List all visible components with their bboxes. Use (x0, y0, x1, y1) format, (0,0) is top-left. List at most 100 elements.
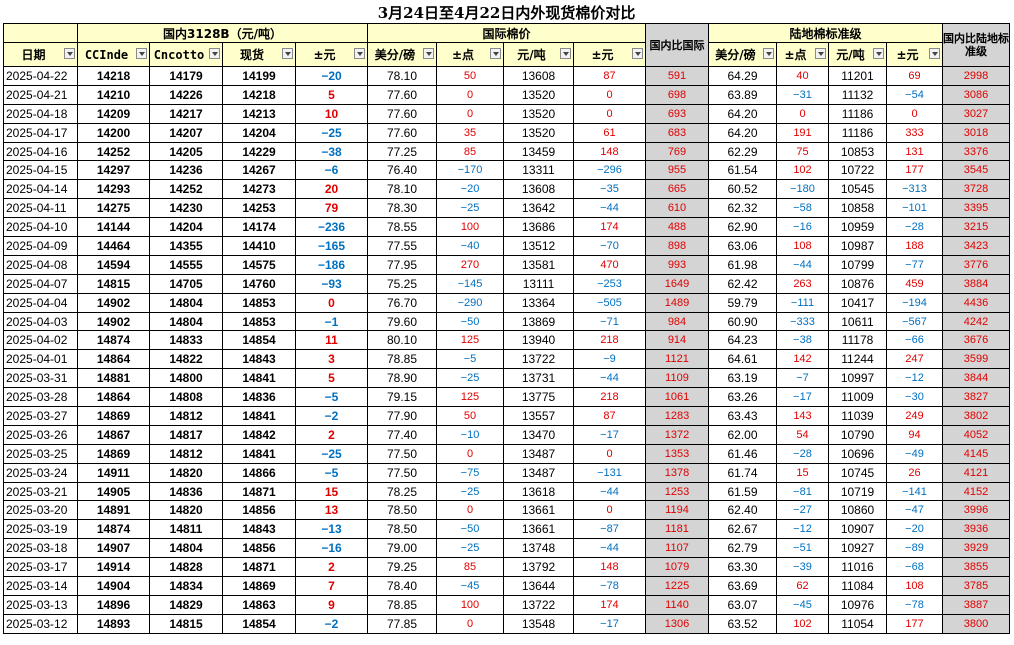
cell-land-chg[interactable]: −141 (886, 481, 943, 502)
cell-cncotton[interactable]: 14355 (149, 236, 223, 256)
cell-land-pts[interactable]: −51 (776, 538, 829, 559)
cell-diff-land[interactable]: 3887 (941, 594, 1011, 615)
cell-ccindex[interactable]: 14815 (77, 273, 150, 294)
cell-spot[interactable]: 14871 (222, 557, 296, 578)
cell-chg-dom[interactable]: 5 (295, 368, 368, 389)
cell-land-pts[interactable]: 75 (776, 141, 829, 162)
cell-land-cny[interactable]: 10853 (828, 141, 887, 162)
cell-chg-dom[interactable]: 20 (295, 179, 368, 200)
cell-usd-lb[interactable]: 78.25 (367, 481, 437, 502)
cell-pts[interactable]: −50 (436, 519, 504, 540)
cell-land-usd[interactable]: 61.98 (708, 254, 777, 275)
cell-pts[interactable]: −25 (436, 368, 504, 389)
cell-spot[interactable]: 14204 (222, 122, 296, 143)
cell-date[interactable]: 2025-03-17 (3, 557, 78, 578)
cell-chg-dom[interactable]: −186 (295, 254, 368, 275)
cell-land-cny[interactable]: 10927 (828, 538, 887, 559)
cell-chg-dom[interactable]: −165 (295, 236, 368, 256)
cell-land-cny[interactable]: 10860 (828, 500, 887, 521)
filter-dropdown-icon[interactable] (929, 48, 940, 59)
cell-spot[interactable]: 14575 (222, 254, 296, 275)
header-date[interactable]: 日期 (3, 42, 78, 67)
cell-land-chg[interactable]: −194 (886, 292, 943, 313)
cell-land-usd[interactable]: 62.00 (708, 424, 777, 445)
cell-land-cny[interactable]: 11009 (828, 387, 887, 408)
cell-chg-dom[interactable]: −1 (295, 311, 368, 332)
cell-chg-intl[interactable]: 470 (573, 254, 646, 275)
cell-land-cny[interactable]: 11186 (828, 103, 887, 124)
cell-land-chg[interactable]: −28 (886, 217, 943, 238)
cell-diff-intl[interactable]: 1489 (645, 292, 709, 313)
cell-land-chg[interactable]: 94 (886, 424, 943, 445)
cell-spot[interactable]: 14843 (222, 349, 296, 370)
cell-land-chg[interactable]: −66 (886, 330, 943, 351)
cell-land-usd[interactable]: 63.43 (708, 406, 777, 426)
cell-spot[interactable]: 14854 (222, 330, 296, 351)
cell-land-chg[interactable]: −89 (886, 538, 943, 559)
cell-diff-land[interactable]: 3929 (941, 538, 1011, 559)
cell-diff-intl[interactable]: 1140 (645, 594, 709, 615)
cell-chg-dom[interactable]: 79 (295, 198, 368, 219)
cell-date[interactable]: 2025-04-04 (3, 292, 78, 313)
cell-cny-t[interactable]: 13661 (503, 519, 574, 540)
cell-cny-t[interactable]: 13608 (503, 66, 574, 86)
cell-cny-t[interactable]: 13661 (503, 500, 574, 521)
cell-diff-land[interactable]: 3423 (941, 236, 1011, 256)
filter-dropdown-icon[interactable] (282, 48, 293, 59)
cell-chg-intl[interactable]: 0 (573, 103, 646, 124)
cell-spot[interactable]: 14267 (222, 160, 296, 181)
cell-ccindex[interactable]: 14210 (77, 84, 150, 105)
cell-cny-t[interactable]: 13520 (503, 122, 574, 143)
cell-spot[interactable]: 14863 (222, 594, 296, 615)
cell-land-cny[interactable]: 10997 (828, 368, 887, 389)
cell-land-cny[interactable]: 11201 (828, 66, 887, 86)
cell-cncotton[interactable]: 14204 (149, 217, 223, 238)
cell-date[interactable]: 2025-04-21 (3, 84, 78, 105)
cell-land-chg[interactable]: −20 (886, 519, 943, 540)
cell-chg-intl[interactable]: 87 (573, 406, 646, 426)
cell-spot[interactable]: 14853 (222, 292, 296, 313)
cell-land-pts[interactable]: −45 (776, 594, 829, 615)
cell-diff-intl[interactable]: 1253 (645, 481, 709, 502)
filter-dropdown-icon[interactable] (209, 48, 220, 59)
cell-diff-land[interactable]: 3086 (941, 84, 1011, 105)
cell-chg-dom[interactable]: 10 (295, 103, 368, 124)
filter-dropdown-icon[interactable] (490, 48, 501, 59)
cell-diff-land[interactable]: 3376 (941, 141, 1011, 162)
cell-land-pts[interactable]: 54 (776, 424, 829, 445)
cell-cncotton[interactable]: 14236 (149, 160, 223, 181)
cell-diff-intl[interactable]: 665 (645, 179, 709, 200)
cell-land-pts[interactable]: 15 (776, 462, 829, 483)
cell-cny-t[interactable]: 13775 (503, 387, 574, 408)
cell-diff-intl[interactable]: 984 (645, 311, 709, 332)
cell-land-chg[interactable]: −313 (886, 179, 943, 200)
cell-ccindex[interactable]: 14293 (77, 179, 150, 200)
cell-diff-land[interactable]: 3676 (941, 330, 1011, 351)
cell-chg-intl[interactable]: −296 (573, 160, 646, 181)
cell-cncotton[interactable]: 14833 (149, 330, 223, 351)
cell-land-cny[interactable]: 10858 (828, 198, 887, 219)
cell-chg-dom[interactable]: −236 (295, 217, 368, 238)
cell-pts[interactable]: −20 (436, 179, 504, 200)
cell-cncotton[interactable]: 14836 (149, 481, 223, 502)
cell-diff-land[interactable]: 4121 (941, 462, 1011, 483)
cell-land-cny[interactable]: 10790 (828, 424, 887, 445)
cell-cncotton[interactable]: 14800 (149, 368, 223, 389)
cell-date[interactable]: 2025-03-27 (3, 406, 78, 426)
cell-land-cny[interactable]: 10611 (828, 311, 887, 332)
cell-chg-dom[interactable]: 13 (295, 500, 368, 521)
cell-diff-intl[interactable]: 993 (645, 254, 709, 275)
cell-cncotton[interactable]: 14179 (149, 66, 223, 86)
cell-land-chg[interactable]: 333 (886, 122, 943, 143)
cell-land-usd[interactable]: 62.42 (708, 273, 777, 294)
cell-diff-land[interactable]: 3599 (941, 349, 1011, 370)
cell-diff-land[interactable]: 3027 (941, 103, 1011, 124)
cell-ccindex[interactable]: 14902 (77, 292, 150, 313)
cell-land-chg[interactable]: −12 (886, 368, 943, 389)
cell-cny-t[interactable]: 13581 (503, 254, 574, 275)
cell-cny-t[interactable]: 13722 (503, 594, 574, 615)
cell-land-usd[interactable]: 62.32 (708, 198, 777, 219)
cell-date[interactable]: 2025-03-20 (3, 500, 78, 521)
cell-ccindex[interactable]: 14869 (77, 406, 150, 426)
cell-pts[interactable]: 125 (436, 330, 504, 351)
